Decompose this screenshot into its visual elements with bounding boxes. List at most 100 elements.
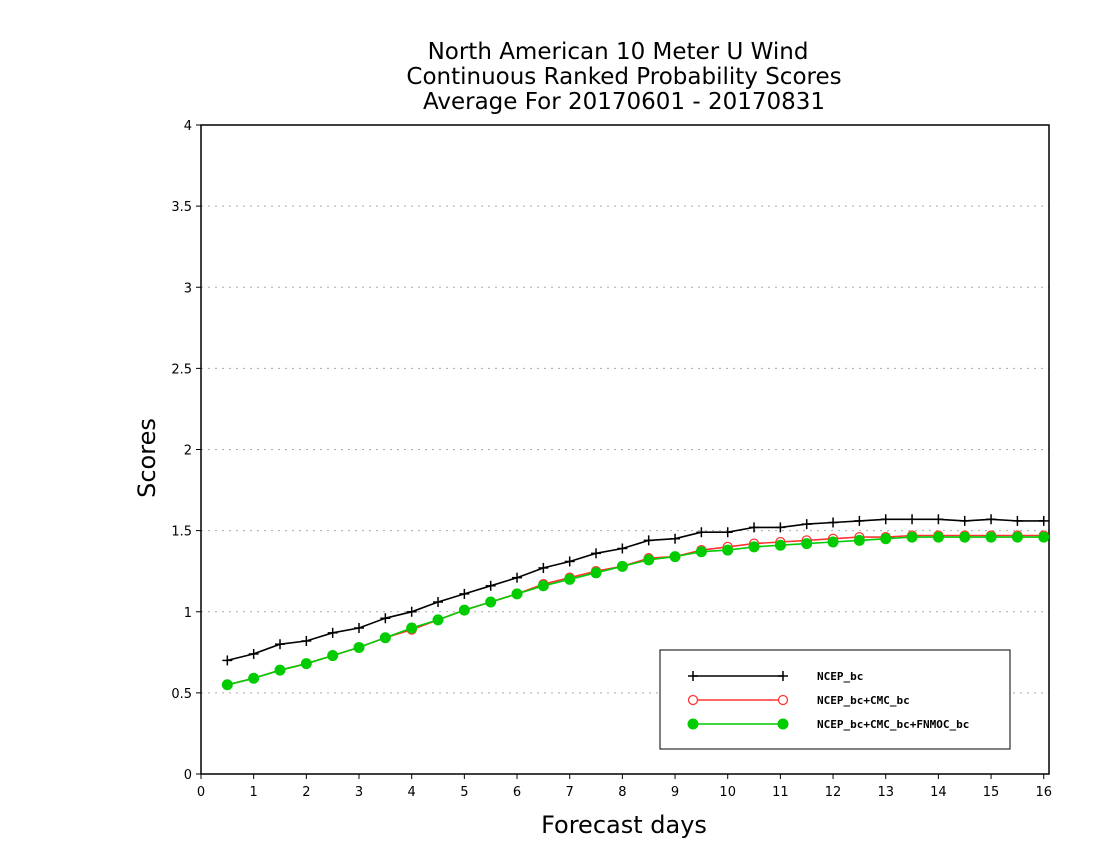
y-tick-label: 2 [184, 444, 192, 459]
legend-marker [777, 694, 789, 706]
x-tick-label: 1 [250, 785, 258, 800]
data-point [774, 539, 786, 551]
x-tick-label: 9 [671, 785, 679, 800]
y-axis: 0 0.5 1 1.5 2 2.5 3 3.5 4 [171, 119, 201, 783]
data-point [458, 604, 470, 616]
data-point [880, 533, 892, 545]
x-tick-label: 6 [513, 785, 521, 800]
data-point [801, 538, 813, 550]
data-point [590, 567, 602, 579]
data-point [616, 560, 628, 572]
x-axis-title: Forecast days [541, 811, 707, 839]
legend: NCEP_bc NCEP_bc+CMC_bc NCEP_bc+CMC_bc+FNMO… [659, 649, 1011, 750]
legend-entry-1: NCEP_bc [688, 670, 863, 683]
legend-entry-3: NCEP_bc+CMC_bc+FNMOC_bc [687, 718, 969, 731]
y-tick-label: 0 [184, 768, 192, 783]
x-tick-label: 11 [772, 785, 789, 800]
data-point [485, 596, 497, 608]
x-tick-label: 7 [566, 785, 574, 800]
data-point [828, 517, 839, 528]
data-point [722, 527, 733, 538]
chart-title: North American 10 Meter U Wind Continuou… [406, 39, 841, 115]
data-point [300, 658, 312, 670]
x-tick-label: 8 [618, 785, 626, 800]
legend-entry-2: NCEP_bc+CMC_bc [687, 694, 910, 707]
data-point [670, 533, 681, 544]
data-point [512, 572, 523, 583]
x-axis: 0 1 2 3 4 5 6 7 8 9 10 11 12 13 14 15 16 [197, 774, 1052, 800]
data-point [775, 522, 786, 533]
data-point [853, 534, 865, 546]
data-point [880, 514, 891, 525]
data-point [380, 613, 391, 624]
x-tick-label: 2 [302, 785, 310, 800]
chart-title-line-1: North American 10 Meter U Wind [428, 39, 809, 65]
data-point [591, 548, 602, 559]
data-point [696, 527, 707, 538]
data-point [301, 635, 312, 646]
data-point [1038, 515, 1049, 526]
data-point [511, 588, 523, 600]
y-tick-label: 4 [184, 119, 192, 134]
legend-marker [688, 671, 698, 681]
legend-marker [687, 718, 699, 730]
legend-items: NCEP_bc NCEP_bc+CMC_bc NCEP_bc+CMC_bc+FNMO… [687, 670, 969, 731]
chart-title-line-3: Average For 20170601 - 20170831 [423, 89, 825, 115]
data-point [854, 515, 865, 526]
data-point [564, 573, 576, 585]
data-point [248, 672, 260, 684]
data-point [907, 514, 918, 525]
data-point [379, 632, 391, 644]
legend-marker [778, 671, 788, 681]
data-point [959, 515, 970, 526]
x-tick-label: 16 [1035, 785, 1052, 800]
y-tick-label: 1.5 [171, 525, 192, 540]
data-point [669, 551, 681, 563]
data-point [274, 664, 286, 676]
data-point [432, 614, 444, 626]
data-point [433, 597, 444, 608]
data-point [354, 622, 365, 633]
series-3 [221, 531, 1050, 691]
y-tick-label: 0.5 [171, 687, 192, 702]
data-point [695, 546, 707, 558]
data-point [933, 514, 944, 525]
data-point [538, 562, 549, 573]
legend-label: NCEP_bc+CMC_bc [817, 694, 910, 707]
x-tick-label: 5 [460, 785, 468, 800]
data-point [327, 650, 339, 662]
data-point [275, 639, 286, 650]
legend-marker [777, 718, 789, 730]
x-tick-label: 15 [983, 785, 1000, 800]
y-tick-label: 3 [184, 281, 192, 296]
data-point [222, 655, 233, 666]
x-tick-label: 14 [930, 785, 947, 800]
data-point [537, 580, 549, 592]
x-tick-label: 12 [825, 785, 842, 800]
x-tick-label: 0 [197, 785, 205, 800]
data-point [985, 531, 997, 543]
data-point [959, 531, 971, 543]
y-axis-title: Scores [133, 418, 161, 498]
data-point [1012, 515, 1023, 526]
data-point [643, 554, 655, 566]
x-tick-label: 3 [355, 785, 363, 800]
chart-title-line-2: Continuous Ranked Probability Scores [406, 64, 841, 90]
data-point [1038, 531, 1050, 543]
x-tick-label: 4 [408, 785, 416, 800]
gridlines [201, 205, 1049, 694]
data-point [801, 519, 812, 530]
data-point [221, 679, 233, 691]
y-tick-label: 1 [184, 606, 192, 621]
data-point [748, 541, 760, 553]
data-point [906, 531, 918, 543]
data-point [986, 514, 997, 525]
data-point [327, 627, 338, 638]
series-1 [222, 514, 1049, 666]
data-point [749, 522, 760, 533]
x-tick-label: 10 [719, 785, 736, 800]
data-point [827, 536, 839, 548]
data-point [564, 556, 575, 567]
data-point [1011, 531, 1023, 543]
